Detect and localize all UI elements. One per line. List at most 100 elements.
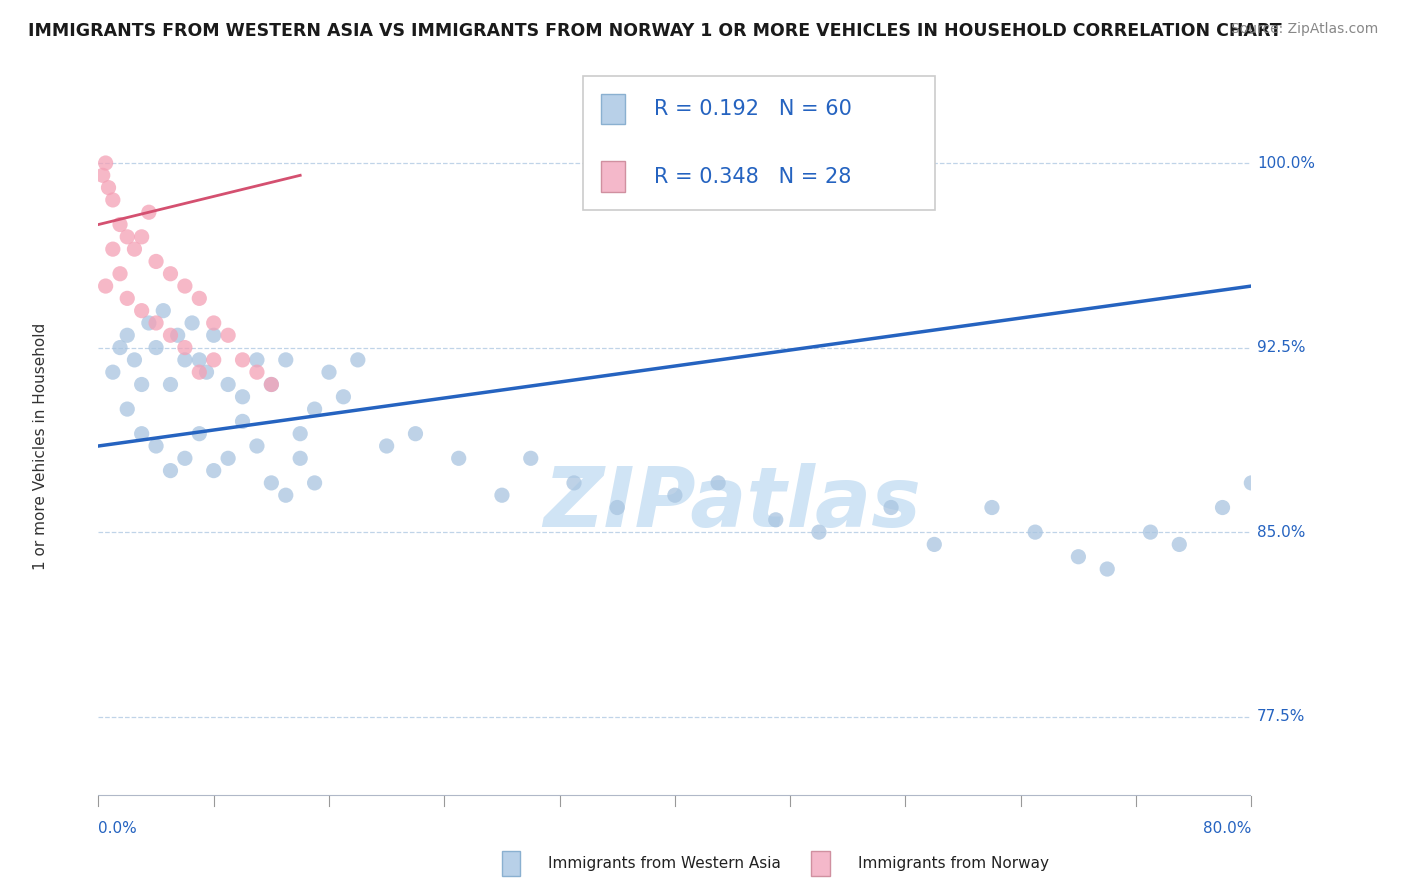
Point bbox=[304, 402, 326, 417]
Point bbox=[131, 303, 153, 318]
Point bbox=[202, 464, 225, 478]
Text: 100.0%: 100.0% bbox=[1257, 155, 1315, 170]
Point bbox=[318, 365, 340, 379]
Point bbox=[94, 279, 117, 293]
Point bbox=[195, 365, 218, 379]
Point bbox=[1139, 525, 1161, 540]
Point bbox=[202, 352, 225, 367]
Text: 0.0%: 0.0% bbox=[98, 821, 138, 836]
Point bbox=[91, 169, 114, 183]
Point bbox=[405, 426, 427, 441]
Point bbox=[290, 426, 312, 441]
Point bbox=[375, 439, 398, 453]
Point bbox=[117, 328, 138, 343]
Point bbox=[491, 488, 513, 502]
Point bbox=[1240, 475, 1263, 490]
Point bbox=[159, 464, 181, 478]
Point bbox=[131, 377, 153, 392]
Point bbox=[101, 242, 124, 256]
Point bbox=[101, 365, 124, 379]
Point bbox=[94, 156, 117, 170]
Point bbox=[562, 475, 585, 490]
Point bbox=[274, 488, 297, 502]
Point bbox=[520, 451, 543, 466]
Point bbox=[181, 316, 204, 330]
Point bbox=[274, 352, 297, 367]
Point bbox=[447, 451, 470, 466]
Point bbox=[924, 537, 946, 551]
Point bbox=[131, 426, 153, 441]
Point bbox=[152, 303, 174, 318]
Point bbox=[231, 390, 254, 404]
Point bbox=[664, 488, 686, 502]
Point bbox=[1168, 537, 1191, 551]
Point bbox=[332, 390, 354, 404]
Point bbox=[217, 377, 239, 392]
Point bbox=[304, 475, 326, 490]
Point bbox=[145, 439, 167, 453]
Point bbox=[217, 328, 239, 343]
Point bbox=[117, 402, 138, 417]
Text: R = 0.192   N = 60: R = 0.192 N = 60 bbox=[654, 99, 852, 119]
Point bbox=[202, 316, 225, 330]
Point bbox=[159, 267, 181, 281]
Point bbox=[246, 352, 269, 367]
Point bbox=[97, 180, 120, 194]
Text: Immigrants from Western Asia: Immigrants from Western Asia bbox=[548, 856, 782, 871]
Text: R = 0.348   N = 28: R = 0.348 N = 28 bbox=[654, 167, 851, 186]
Point bbox=[131, 230, 153, 244]
Text: IMMIGRANTS FROM WESTERN ASIA VS IMMIGRANTS FROM NORWAY 1 OR MORE VEHICLES IN HOU: IMMIGRANTS FROM WESTERN ASIA VS IMMIGRAN… bbox=[28, 22, 1282, 40]
Point bbox=[188, 365, 211, 379]
Text: 85.0%: 85.0% bbox=[1257, 524, 1306, 540]
Point bbox=[981, 500, 1004, 515]
Text: 1 or more Vehicles in Household: 1 or more Vehicles in Household bbox=[34, 322, 48, 570]
Point bbox=[880, 500, 903, 515]
Point bbox=[231, 414, 254, 428]
Point bbox=[765, 513, 787, 527]
Point bbox=[145, 341, 167, 355]
Point bbox=[159, 328, 181, 343]
Point bbox=[1212, 500, 1234, 515]
Point bbox=[145, 316, 167, 330]
Point bbox=[174, 352, 197, 367]
Point bbox=[231, 352, 254, 367]
Point bbox=[606, 500, 628, 515]
Point bbox=[246, 365, 269, 379]
Point bbox=[260, 377, 283, 392]
Point bbox=[202, 328, 225, 343]
Text: 92.5%: 92.5% bbox=[1257, 340, 1306, 355]
Point bbox=[188, 291, 211, 305]
Point bbox=[807, 525, 830, 540]
Point bbox=[174, 451, 197, 466]
Point bbox=[174, 341, 197, 355]
Point bbox=[217, 451, 239, 466]
Text: 80.0%: 80.0% bbox=[1204, 821, 1251, 836]
Point bbox=[707, 475, 730, 490]
Point bbox=[108, 218, 131, 232]
Point bbox=[246, 439, 269, 453]
Point bbox=[188, 426, 211, 441]
Point bbox=[108, 267, 131, 281]
Point bbox=[108, 341, 131, 355]
Point bbox=[290, 451, 312, 466]
Point bbox=[138, 316, 160, 330]
Text: Immigrants from Norway: Immigrants from Norway bbox=[858, 856, 1049, 871]
Point bbox=[159, 377, 181, 392]
Point bbox=[101, 193, 124, 207]
Point bbox=[260, 377, 283, 392]
Point bbox=[166, 328, 188, 343]
Point bbox=[138, 205, 160, 219]
Point bbox=[1067, 549, 1090, 564]
Point bbox=[1024, 525, 1046, 540]
Point bbox=[188, 352, 211, 367]
Point bbox=[117, 230, 138, 244]
Text: Source: ZipAtlas.com: Source: ZipAtlas.com bbox=[1230, 22, 1378, 37]
Text: ZIPatlas: ZIPatlas bbox=[544, 463, 921, 543]
Point bbox=[124, 352, 146, 367]
Point bbox=[174, 279, 197, 293]
Point bbox=[117, 291, 138, 305]
Point bbox=[346, 352, 368, 367]
Point bbox=[260, 475, 283, 490]
Point bbox=[124, 242, 146, 256]
Text: 77.5%: 77.5% bbox=[1257, 709, 1306, 724]
